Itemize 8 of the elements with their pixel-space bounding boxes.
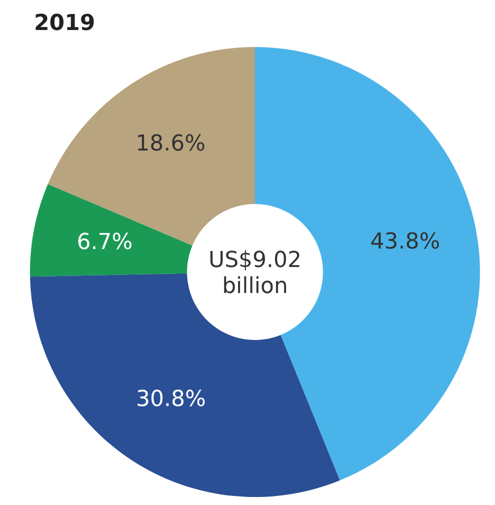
data-label: 18.6% [136, 131, 206, 156]
donut-slice [30, 184, 192, 277]
text: US$9.02 billion [208, 248, 302, 299]
chart-title: 2019 [34, 11, 96, 36]
data-label: 6.7% [76, 230, 133, 256]
data-label: 43.8% [370, 230, 440, 255]
donut-slice [30, 273, 340, 497]
data-label: 30.8% [136, 386, 206, 412]
